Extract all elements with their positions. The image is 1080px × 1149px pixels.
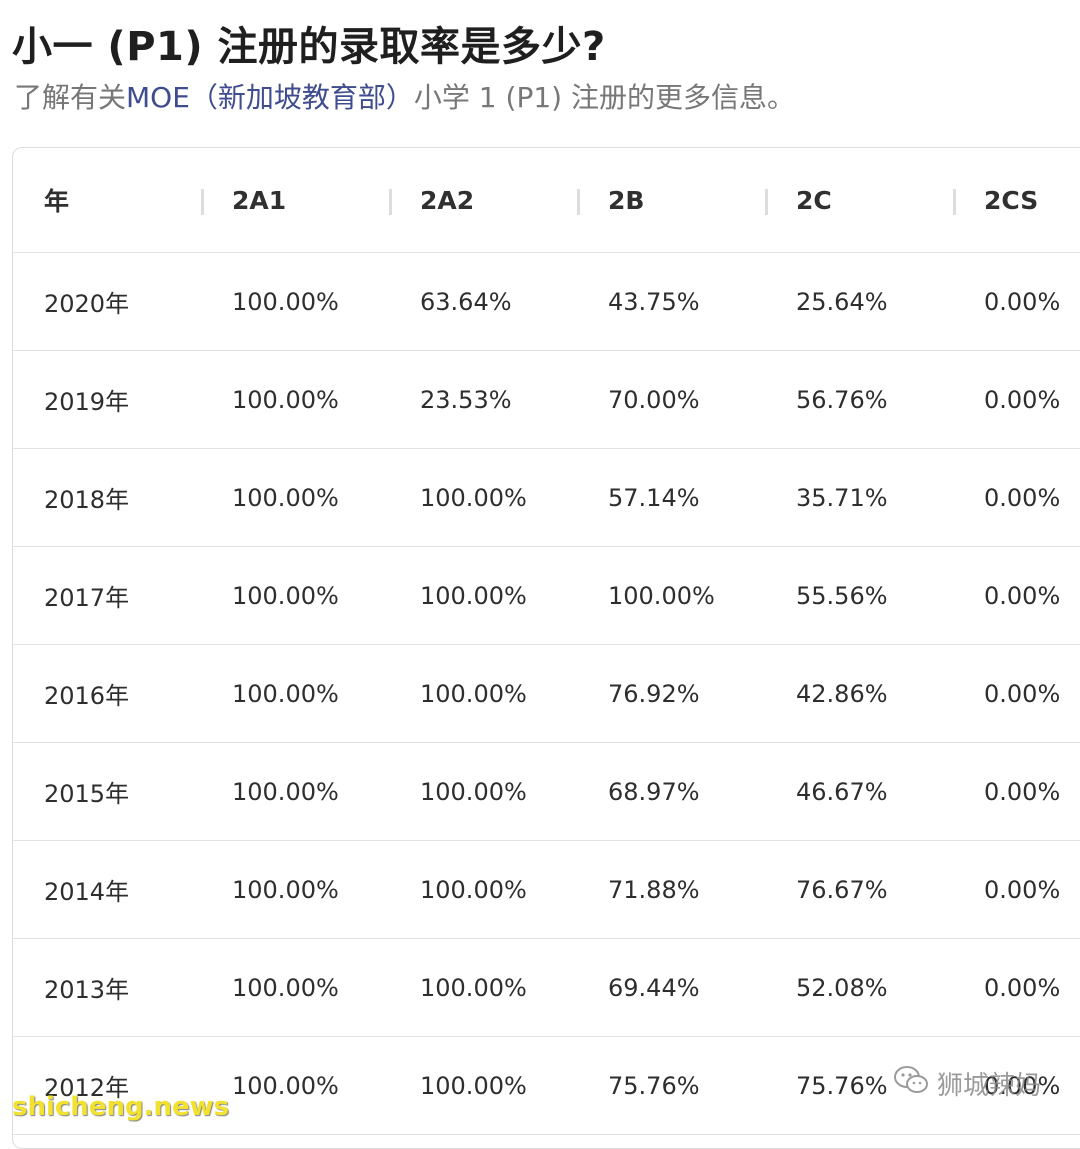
cell-2a2: 100.00% [420, 1071, 527, 1100]
column-header-2c: 2C [796, 185, 832, 215]
cell-2cs: 0.00% [984, 875, 1061, 904]
cell-2c: 46.67% [796, 777, 888, 806]
subtitle-prefix: 了解有关 [14, 81, 127, 114]
cell-year: 2013年 [44, 976, 130, 1004]
cell-2c: 42.86% [796, 679, 888, 708]
column-header-2a1: 2A1 [232, 185, 287, 215]
cell-year: 2016年 [44, 682, 130, 710]
table-row: 2018年 100.00% 100.00% 57.14% 35.71% 0.00… [13, 449, 1080, 547]
cell-2cs: 0.00% [984, 385, 1061, 414]
cell-2b: 71.88% [608, 875, 700, 904]
cell-2a2: 100.00% [420, 875, 527, 904]
table-row: 2019年 100.00% 23.53% 70.00% 56.76% 0.00% [13, 351, 1080, 449]
column-header-2b: 2B [608, 185, 645, 215]
account-watermark: 狮城辣妈 [893, 1064, 1041, 1103]
cell-year: 2012年 [44, 1074, 130, 1102]
cell-2a1: 100.00% [232, 1071, 339, 1100]
column-divider [201, 189, 204, 215]
cell-year: 2015年 [44, 780, 130, 808]
cell-2cs: 0.00% [984, 287, 1061, 316]
cell-2c: 55.56% [796, 581, 888, 610]
table-header-row: 年 2A1 2A2 2B 2C 2CS [13, 148, 1080, 253]
cell-2cs: 0.00% [984, 581, 1061, 610]
table-row: 2016年 100.00% 100.00% 76.92% 42.86% 0.00… [13, 645, 1080, 743]
cell-2c: 76.67% [796, 875, 888, 904]
cell-2b: 70.00% [608, 385, 700, 414]
cell-year: 2014年 [44, 878, 130, 906]
cell-2a1: 100.00% [232, 875, 339, 904]
account-name: 狮城辣妈 [937, 1071, 1042, 1101]
cell-2a1: 100.00% [232, 483, 339, 512]
table-row: 2013年 100.00% 100.00% 69.44% 52.08% 0.00… [13, 939, 1080, 1037]
table-row: 2020年 100.00% 63.64% 43.75% 25.64% 0.00% [13, 253, 1080, 351]
cell-2c: 52.08% [796, 973, 888, 1002]
cell-2b: 43.75% [608, 287, 700, 316]
cell-year: 2020年 [44, 290, 130, 318]
cell-2c: 35.71% [796, 483, 888, 512]
cell-2a1: 100.00% [232, 581, 339, 610]
cell-2a2: 63.64% [420, 287, 512, 316]
cell-2a2: 100.00% [420, 679, 527, 708]
cell-2cs: 0.00% [984, 483, 1061, 512]
cell-2a1: 100.00% [232, 777, 339, 806]
admission-rate-table: 年 2A1 2A2 2B 2C 2CS 2020年 100.00% 63.64%… [12, 147, 1080, 1149]
moe-link[interactable]: MOE（新加坡教育部） [126, 81, 414, 114]
cell-2c: 25.64% [796, 287, 888, 316]
table-row: 2015年 100.00% 100.00% 68.97% 46.67% 0.00… [13, 743, 1080, 841]
cell-year: 2017年 [44, 584, 130, 612]
cell-2b: 57.14% [608, 483, 700, 512]
table-row: 2017年 100.00% 100.00% 100.00% 55.56% 0.0… [13, 547, 1080, 645]
column-header-2cs: 2CS [984, 185, 1039, 215]
cell-2a2: 100.00% [420, 483, 527, 512]
cell-2b: 75.76% [608, 1071, 700, 1100]
cell-2b: 69.44% [608, 973, 700, 1002]
cell-2c: 75.76% [796, 1071, 888, 1100]
page-title: 小一 (P1) 注册的录取率是多少? [12, 24, 606, 70]
cell-2c: 56.76% [796, 385, 888, 414]
cell-2a1: 100.00% [232, 385, 339, 414]
cell-2a2: 100.00% [420, 581, 527, 610]
column-divider [765, 189, 768, 215]
table-row: 2014年 100.00% 100.00% 71.88% 76.67% 0.00… [13, 841, 1080, 939]
cell-year: 2018年 [44, 486, 130, 514]
cell-2a1: 100.00% [232, 287, 339, 316]
column-header-year: 年 [44, 187, 70, 216]
cell-year: 2019年 [44, 388, 130, 416]
cell-2b: 68.97% [608, 777, 700, 806]
table-row: 2012年 100.00% 100.00% 75.76% 75.76% 0.00… [13, 1037, 1080, 1135]
cell-2a2: 23.53% [420, 385, 512, 414]
cell-2cs: 0.00% [984, 679, 1061, 708]
cell-2a1: 100.00% [232, 679, 339, 708]
column-header-2a2: 2A2 [420, 185, 475, 215]
cell-2b: 76.92% [608, 679, 700, 708]
column-divider [953, 189, 956, 215]
cell-2cs: 0.00% [984, 973, 1061, 1002]
site-watermark: shicheng.news [12, 1092, 230, 1122]
cell-2cs: 0.00% [984, 777, 1061, 806]
column-divider [389, 189, 392, 215]
cell-2a1: 100.00% [232, 973, 339, 1002]
cell-2b: 100.00% [608, 581, 715, 610]
cell-2cs: 0.00% [984, 1071, 1061, 1100]
cell-2a2: 100.00% [420, 777, 527, 806]
wechat-icon [893, 1064, 929, 1103]
column-divider [577, 189, 580, 215]
subtitle-suffix: 小学 1 (P1) 注册的更多信息。 [413, 81, 795, 114]
cell-2a2: 100.00% [420, 973, 527, 1002]
page-subtitle: 了解有关MOE（新加坡教育部）小学 1 (P1) 注册的更多信息。 [14, 76, 795, 116]
